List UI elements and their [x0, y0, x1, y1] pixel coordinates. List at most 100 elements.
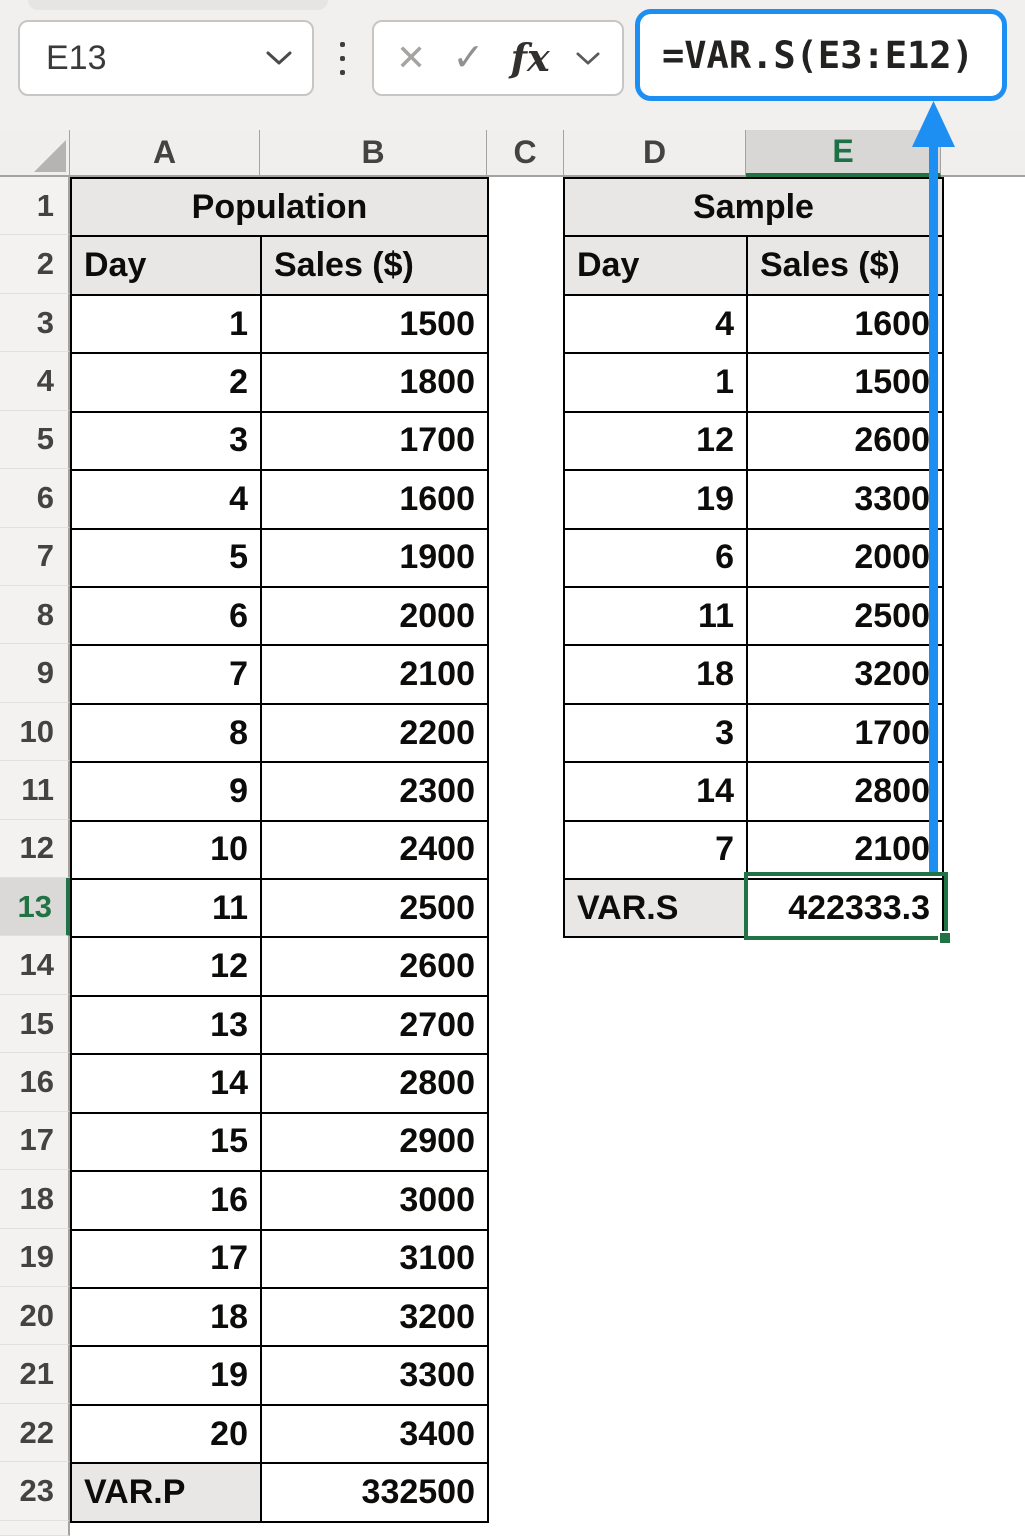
cell-B17[interactable]: 2900 — [261, 1112, 488, 1172]
cell-A5[interactable]: 3 — [71, 411, 261, 471]
cell-B3[interactable]: 1500 — [261, 294, 488, 354]
cell-A2[interactable]: Day — [71, 236, 261, 295]
cell-E7[interactable]: 2000 — [747, 528, 943, 587]
cell-A3[interactable]: 1 — [71, 294, 261, 354]
cell-D13-vars-label[interactable]: VAR.S — [564, 879, 747, 938]
cell-A13[interactable]: 11 — [71, 879, 261, 938]
cell-A16[interactable]: 14 — [71, 1054, 261, 1113]
cell-A22[interactable]: 20 — [71, 1404, 261, 1464]
row-header-1[interactable]: 1 — [0, 177, 70, 236]
row-header-16[interactable]: 16 — [0, 1053, 70, 1112]
row-header-15[interactable]: 15 — [0, 994, 70, 1054]
cell-A17[interactable]: 15 — [71, 1112, 261, 1172]
cell-A14[interactable]: 12 — [71, 937, 261, 996]
cell-D5[interactable]: 12 — [564, 411, 747, 471]
cell-B19[interactable]: 3100 — [261, 1229, 488, 1289]
cell-A19[interactable]: 17 — [71, 1229, 261, 1289]
row-header-10[interactable]: 10 — [0, 702, 70, 762]
column-header-E-active[interactable]: E — [746, 130, 941, 177]
cell-E5[interactable]: 2600 — [747, 411, 943, 471]
cell-D2[interactable]: Day — [564, 236, 747, 295]
cell-A23-varp-label[interactable]: VAR.P — [71, 1463, 261, 1522]
cell-D6[interactable]: 19 — [564, 470, 747, 529]
column-header-B[interactable]: B — [260, 130, 487, 177]
cell-E6[interactable]: 3300 — [747, 470, 943, 529]
cell-B9[interactable]: 2100 — [261, 645, 488, 704]
cell-D1-merged-title[interactable]: Sample — [564, 178, 943, 237]
cell-A15[interactable]: 13 — [71, 995, 261, 1055]
cell-D10[interactable]: 3 — [564, 703, 747, 763]
cell-B18[interactable]: 3000 — [261, 1171, 488, 1230]
cell-D8[interactable]: 11 — [564, 586, 747, 646]
cell-E11[interactable]: 2800 — [747, 762, 943, 821]
cell-B23-varp-value[interactable]: 332500 — [261, 1463, 488, 1522]
name-box-chevron-down-icon[interactable] — [266, 51, 292, 65]
cell-B14[interactable]: 2600 — [261, 937, 488, 996]
cell-B15[interactable]: 2700 — [261, 995, 488, 1055]
row-header-6[interactable]: 6 — [0, 469, 70, 528]
cell-E4[interactable]: 1500 — [747, 353, 943, 412]
cell-D12[interactable]: 7 — [564, 820, 747, 880]
cell-A7[interactable]: 5 — [71, 528, 261, 587]
row-header-8[interactable]: 8 — [0, 585, 70, 645]
cell-B7[interactable]: 1900 — [261, 528, 488, 587]
formula-chevron-down-icon[interactable] — [576, 52, 600, 65]
cell-B22[interactable]: 3400 — [261, 1404, 488, 1464]
cell-A6[interactable]: 4 — [71, 470, 261, 529]
cell-A21[interactable]: 19 — [71, 1346, 261, 1405]
cell-B6[interactable]: 1600 — [261, 470, 488, 529]
cell-A1-merged-title[interactable]: Population — [71, 178, 488, 237]
row-header-23[interactable]: 23 — [0, 1462, 70, 1521]
cell-B13[interactable]: 2500 — [261, 879, 488, 938]
row-header-3[interactable]: 3 — [0, 293, 70, 353]
row-header-19[interactable]: 19 — [0, 1228, 70, 1288]
row-header-4[interactable]: 4 — [0, 352, 70, 411]
cell-D11[interactable]: 14 — [564, 762, 747, 821]
cell-A20[interactable]: 18 — [71, 1288, 261, 1347]
column-header-A[interactable]: A — [70, 130, 260, 177]
cell-E12[interactable]: 2100 — [747, 820, 943, 880]
cell-E9[interactable]: 3200 — [747, 645, 943, 704]
cell-E2[interactable]: Sales ($) — [747, 236, 943, 295]
cell-B5[interactable]: 1700 — [261, 411, 488, 471]
row-header-13-active[interactable]: 13 — [0, 878, 70, 937]
cell-A12[interactable]: 10 — [71, 820, 261, 880]
row-header-21[interactable]: 21 — [0, 1345, 70, 1404]
cell-E8[interactable]: 2500 — [747, 586, 943, 646]
select-all-button[interactable] — [0, 130, 70, 177]
cell-B16[interactable]: 2800 — [261, 1054, 488, 1113]
row-header-9[interactable]: 9 — [0, 644, 70, 703]
cell-A4[interactable]: 2 — [71, 353, 261, 412]
cell-D3[interactable]: 4 — [564, 294, 747, 354]
row-header-5[interactable]: 5 — [0, 410, 70, 470]
cell-B4[interactable]: 1800 — [261, 353, 488, 412]
row-header-17[interactable]: 17 — [0, 1111, 70, 1171]
row-header-7[interactable]: 7 — [0, 527, 70, 586]
row-header-14[interactable]: 14 — [0, 936, 70, 995]
cell-D4[interactable]: 1 — [564, 353, 747, 412]
row-header-22[interactable]: 22 — [0, 1403, 70, 1463]
fill-handle[interactable] — [938, 931, 952, 945]
row-header-18[interactable]: 18 — [0, 1170, 70, 1229]
insert-function-fx-icon[interactable]: fx — [510, 35, 550, 80]
cell-B20[interactable]: 3200 — [261, 1288, 488, 1347]
cell-A18[interactable]: 16 — [71, 1171, 261, 1230]
row-header-2[interactable]: 2 — [0, 235, 70, 294]
formula-input[interactable]: =VAR.S(E3:E12) — [635, 9, 1007, 101]
enter-icon[interactable]: ✓ — [452, 37, 485, 79]
column-header-C[interactable]: C — [487, 130, 564, 177]
cell-B12[interactable]: 2400 — [261, 820, 488, 880]
cell-B8[interactable]: 2000 — [261, 586, 488, 646]
cell-D9[interactable]: 18 — [564, 645, 747, 704]
cell-D7[interactable]: 6 — [564, 528, 747, 587]
cell-A9[interactable]: 7 — [71, 645, 261, 704]
cell-A10[interactable]: 8 — [71, 703, 261, 763]
cancel-icon[interactable]: ✕ — [396, 37, 427, 78]
cell-A11[interactable]: 9 — [71, 762, 261, 821]
row-header-20[interactable]: 20 — [0, 1287, 70, 1346]
column-header-D[interactable]: D — [564, 130, 746, 177]
row-header-12[interactable]: 12 — [0, 819, 70, 879]
cell-E10[interactable]: 1700 — [747, 703, 943, 763]
name-box[interactable]: E13 — [18, 20, 314, 96]
cell-A8[interactable]: 6 — [71, 586, 261, 646]
